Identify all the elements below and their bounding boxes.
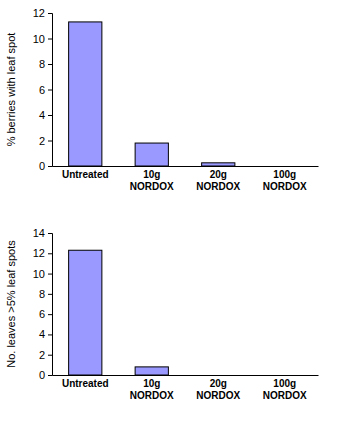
tick-label-line: Untreated (62, 169, 109, 180)
tick-label: 6 (39, 84, 45, 96)
tick-mark (48, 253, 52, 254)
bars (69, 250, 169, 375)
tick-label: 2 (39, 135, 45, 147)
tick-mark (48, 115, 52, 116)
axis-title: % berries with leaf spot (5, 33, 17, 147)
tick-mark (48, 90, 52, 91)
tick-label: Untreated (62, 378, 109, 389)
tick: 10gNORDOX (130, 166, 174, 192)
x-axis: Untreated10gNORDOX20gNORDOX100gNORDOX (53, 375, 319, 401)
tick: 8 (39, 288, 52, 300)
tick-mark (48, 375, 52, 376)
tick-mark (48, 334, 52, 335)
bar (202, 375, 235, 376)
tick: Untreated (62, 166, 109, 180)
bar (69, 250, 102, 375)
bar (135, 143, 168, 166)
tick-mark (48, 141, 52, 142)
tick-mark (48, 294, 52, 295)
y-axis: 0 2 4 6 8 10 12 14 (33, 227, 53, 381)
tick-mark (48, 64, 52, 65)
tick-label: 14 (33, 227, 45, 239)
bars (69, 22, 235, 166)
tick-label-line: NORDOX (263, 181, 307, 192)
tick: 12 (33, 247, 52, 259)
chart-panel: 024681012Untreated10gNORDOX20gNORDOX100g… (5, 7, 319, 192)
chart-panel: 02468101214Untreated10gNORDOX20gNORDOX10… (5, 227, 319, 401)
tick-label: 2 (39, 349, 45, 361)
axis-title: No. leaves >5% leaf spots (5, 240, 17, 368)
tick: 0 (39, 369, 52, 381)
tick: Untreated (62, 375, 109, 389)
axis-line (48, 234, 53, 376)
tick-label: 100gNORDOX (263, 169, 307, 192)
tick-label: 10 (33, 268, 45, 280)
tick-label: 8 (39, 288, 45, 300)
tick-label-line: NORDOX (196, 181, 240, 192)
tick: 2 (39, 135, 52, 147)
tick: 20gNORDOX (196, 166, 240, 192)
tick: 100gNORDOX (263, 166, 307, 192)
x-axis: Untreated10gNORDOX20gNORDOX100gNORDOX (53, 166, 319, 192)
tick-label-line: NORDOX (263, 390, 307, 401)
tick: 0 (39, 160, 52, 172)
y-axis: 0 2 4 6 8 10 12 (33, 7, 53, 172)
tick-mark (48, 166, 52, 167)
tick-label-line: 100g (273, 169, 296, 180)
tick: 4 (39, 328, 52, 340)
tick: 20gNORDOX (196, 375, 240, 401)
tick-mark (48, 355, 52, 356)
bar (202, 163, 235, 166)
tick-label: 4 (39, 328, 45, 340)
tick-label-line: 10g (143, 169, 160, 180)
tick-mark (48, 233, 52, 234)
tick-label-line: NORDOX (130, 390, 174, 401)
chart-canvas: 024681012Untreated10gNORDOX20gNORDOX100g… (0, 0, 353, 421)
tick-mark (48, 39, 52, 40)
tick: 2 (39, 349, 52, 361)
bar (135, 367, 168, 375)
tick-label: 100gNORDOX (263, 378, 307, 401)
tick: 4 (39, 109, 52, 121)
tick-label: 0 (39, 369, 45, 381)
tick-mark (48, 13, 52, 14)
axis-line (48, 14, 53, 167)
tick-label: 20gNORDOX (196, 378, 240, 401)
bar (268, 375, 301, 376)
tick-label-line: Untreated (62, 378, 109, 389)
tick-label: 8 (39, 58, 45, 70)
tick-mark (48, 314, 52, 315)
tick-label: 10 (33, 33, 45, 45)
tick: 12 (33, 7, 52, 19)
tick: 6 (39, 84, 52, 96)
tick: 10gNORDOX (130, 375, 174, 401)
tick-label-line: 100g (273, 378, 296, 389)
tick: 10 (33, 268, 52, 280)
tick-label: 0 (39, 160, 45, 172)
tick-label-line: 20g (210, 169, 227, 180)
tick-label: 10gNORDOX (130, 378, 174, 401)
tick: 10 (33, 33, 52, 45)
tick-label: 20gNORDOX (196, 169, 240, 192)
tick: 14 (33, 227, 52, 239)
tick-label: 4 (39, 109, 45, 121)
tick-mark (48, 274, 52, 275)
bar (268, 166, 301, 167)
tick: 100gNORDOX (263, 375, 307, 401)
bar (69, 22, 102, 166)
tick: 8 (39, 58, 52, 70)
tick-label-line: 10g (143, 378, 160, 389)
tick-label: 12 (33, 7, 45, 19)
tick-label: 10gNORDOX (130, 169, 174, 192)
tick-label: 12 (33, 247, 45, 259)
tick-label: 6 (39, 308, 45, 320)
axis-line (53, 375, 319, 376)
tick: 6 (39, 308, 52, 320)
tick-label-line: NORDOX (130, 181, 174, 192)
tick-label-line: NORDOX (196, 390, 240, 401)
tick-label-line: 20g (210, 378, 227, 389)
tick-label: Untreated (62, 169, 109, 180)
axis-line (53, 166, 319, 167)
